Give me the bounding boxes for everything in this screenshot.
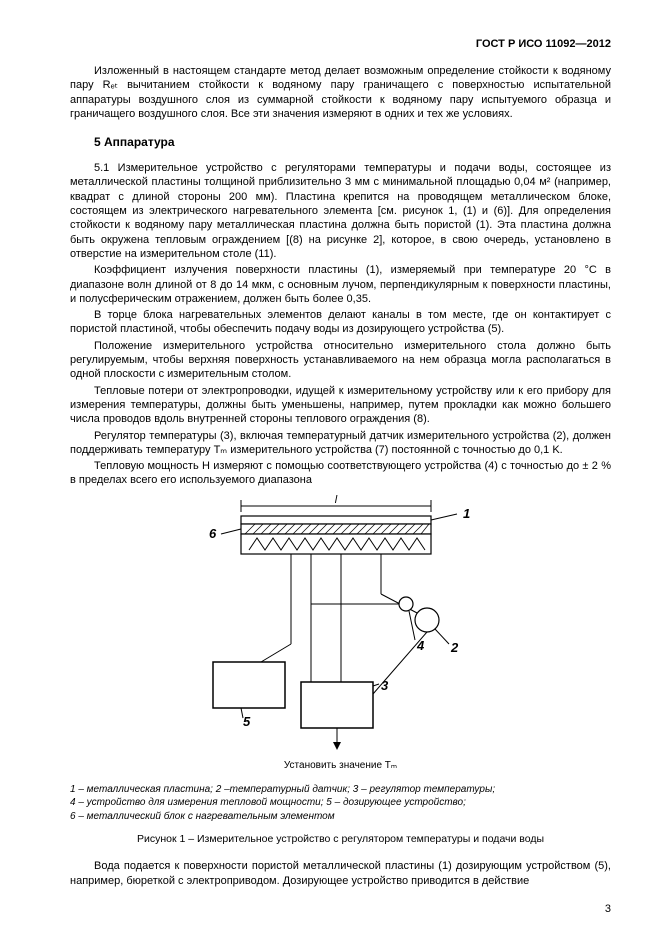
label-6: 6 [209, 526, 217, 541]
paragraph-position: Положение измерительного устройства отно… [70, 339, 611, 382]
paragraph-heat-power: Тепловую мощность H измеряют с помощью с… [70, 459, 611, 488]
figure-legend: 1 – металлическая пластина; 2 –температу… [70, 783, 611, 824]
section-5-heading: 5 Аппаратура [94, 135, 611, 149]
paragraph-heat-loss: Тепловые потери от электропроводки, идущ… [70, 384, 611, 427]
page-number: 3 [605, 903, 611, 915]
paragraph-water-feed: Вода подается к поверхности пористой мет… [70, 859, 611, 888]
figure-set-value-caption: Установить значение Tₘ [284, 760, 397, 771]
intro-paragraph: Изложенный в настоящем стандарте метод д… [70, 64, 611, 121]
legend-line-1: 1 – металлическая пластина; 2 –температу… [70, 783, 611, 797]
dosing-device-rect [213, 662, 285, 708]
label-3: 3 [381, 678, 389, 693]
power-meter-circle [399, 597, 413, 611]
sensor-circle [415, 608, 439, 632]
label-1: 1 [463, 506, 470, 521]
paragraph-temp-regulator: Регулятор температуры (3), включая темпе… [70, 429, 611, 458]
page: ГОСТ Р ИСО 11092—2012 Изложенный в насто… [0, 0, 661, 935]
dim-label-l: l [334, 494, 337, 506]
figure-1: l 1 [70, 494, 611, 771]
paragraph-channels: В торце блока нагревательных элементов д… [70, 308, 611, 337]
plate-rect [241, 516, 431, 524]
legend-line-3: 6 – металлический блок с нагревательным … [70, 810, 611, 824]
paragraph-emissivity: Коэффициент излучения поверхности пласти… [70, 263, 611, 306]
temp-regulator-rect [301, 682, 373, 728]
figure-1-title: Рисунок 1 – Измерительное устройство с р… [70, 833, 611, 845]
label-2: 2 [450, 640, 459, 655]
paragraph-5-1: 5.1 Измерительное устройство с регулятор… [70, 161, 611, 261]
document-header: ГОСТ Р ИСО 11092—2012 [70, 38, 611, 50]
label-5: 5 [243, 714, 251, 729]
legend-line-2: 4 – устройство для измерения тепловой мо… [70, 796, 611, 810]
label-4: 4 [416, 638, 425, 653]
figure-1-diagram: l 1 [181, 494, 501, 754]
